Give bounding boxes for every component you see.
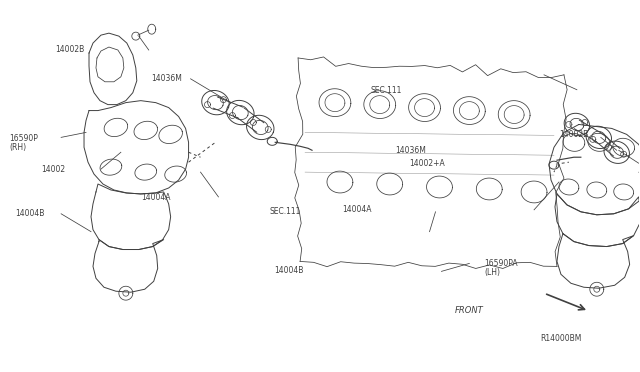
- Text: 14036M: 14036M: [395, 147, 426, 155]
- Text: SEC.111: SEC.111: [371, 86, 403, 94]
- Text: 14002B: 14002B: [56, 45, 85, 54]
- Text: 14004B: 14004B: [274, 266, 303, 275]
- Text: 14002: 14002: [41, 165, 65, 174]
- Text: (RH): (RH): [9, 143, 26, 152]
- Text: 14004A: 14004A: [141, 193, 171, 202]
- Text: 16590PA: 16590PA: [484, 259, 518, 268]
- Text: 16590P: 16590P: [9, 134, 38, 142]
- Text: FRONT: FRONT: [455, 306, 484, 315]
- Text: SEC.111: SEC.111: [269, 207, 300, 217]
- Text: 14004B: 14004B: [15, 209, 45, 218]
- Text: 14004A: 14004A: [342, 205, 372, 215]
- Text: R14000BM: R14000BM: [540, 334, 581, 343]
- Text: (LH): (LH): [484, 268, 500, 277]
- Text: 14036M: 14036M: [151, 74, 182, 83]
- Text: 14002B: 14002B: [559, 130, 588, 139]
- Text: 14002+A: 14002+A: [409, 159, 445, 169]
